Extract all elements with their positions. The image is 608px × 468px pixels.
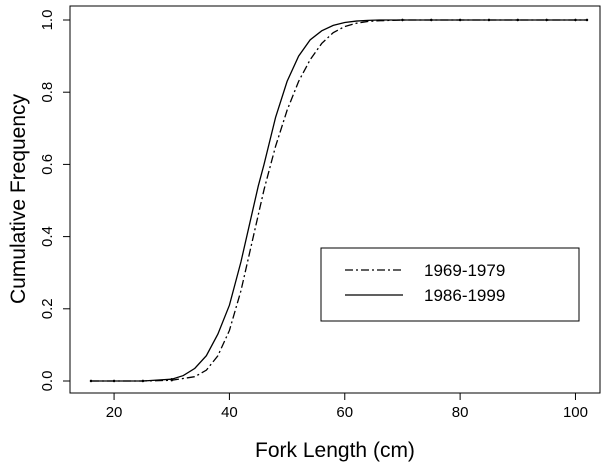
series-point-1986-1999	[574, 18, 577, 22]
legend-label-1969-1979: 1969-1979	[424, 261, 505, 280]
series-line-1969-1979	[91, 19, 587, 382]
y-tick-label: 0.6	[39, 154, 56, 175]
legend-box	[320, 247, 580, 322]
x-tick-label: 80	[452, 404, 469, 421]
legend-label-1986-1999: 1986-1999	[424, 286, 505, 305]
y-tick-label: 0.8	[39, 82, 56, 103]
y-tick-label: 0.2	[39, 298, 56, 319]
plot-frame	[69, 5, 601, 394]
series-point-1986-1999	[89, 379, 93, 383]
x-tick-label: 100	[563, 404, 588, 421]
y-tick-label: 1.0	[39, 10, 56, 31]
series-point-1986-1999	[430, 18, 433, 22]
series-point-1986-1999	[401, 18, 404, 22]
series-point-1986-1999	[487, 18, 491, 22]
series-point-1986-1999	[141, 379, 145, 383]
x-tick-label: 20	[106, 404, 123, 421]
series-point-1986-1999	[112, 379, 116, 383]
y-tick-label: 0.0	[39, 371, 56, 392]
y-axis-title: Cumulative Frequency	[7, 93, 30, 304]
series-point-1986-1999	[585, 18, 589, 22]
series-point-1986-1999	[516, 18, 519, 22]
series-point-1986-1999	[458, 18, 462, 22]
y-axis: 0.0 0.2 0.4 0.6 0.8 1.0	[39, 10, 70, 392]
x-axis-title: Fork Length (cm)	[255, 439, 415, 462]
x-tick-label: 40	[221, 404, 238, 421]
series-line-1986-1999	[91, 19, 587, 382]
y-tick-label: 0.4	[39, 226, 56, 247]
series-point-1986-1999	[170, 377, 173, 381]
series-layer	[89, 18, 589, 383]
x-axis: 20 40 60 80 100	[106, 393, 588, 421]
x-tick-label: 60	[336, 404, 353, 421]
legend: 1969-1979 1986-1999	[320, 247, 580, 322]
series-point-1986-1999	[545, 18, 548, 22]
